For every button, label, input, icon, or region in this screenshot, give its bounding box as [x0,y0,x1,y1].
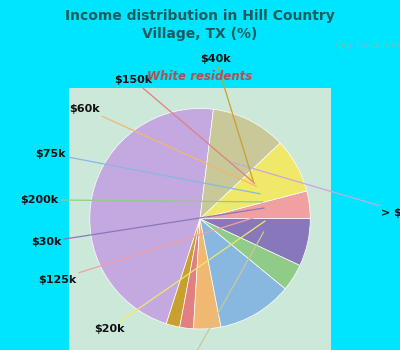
Text: Income distribution in Hill Country
Village, TX (%): Income distribution in Hill Country Vill… [65,9,335,41]
Wedge shape [90,108,214,324]
Text: $60k: $60k [70,104,256,186]
Text: $125k: $125k [38,214,265,285]
Text: $20k: $20k [94,221,265,334]
Wedge shape [200,143,307,219]
Wedge shape [200,109,280,219]
Text: White residents: White residents [147,70,253,83]
Text: $200k: $200k [20,195,263,205]
Wedge shape [194,219,221,329]
Wedge shape [180,219,200,329]
Text: > $200k: > $200k [233,163,400,218]
Wedge shape [200,219,285,327]
Text: $100k: $100k [172,232,264,350]
Text: City-Data.com: City-Data.com [336,41,400,50]
Text: $30k: $30k [31,208,264,247]
Wedge shape [200,219,300,289]
Wedge shape [166,219,200,327]
Text: $75k: $75k [35,149,260,194]
Wedge shape [200,218,310,265]
Text: $150k: $150k [115,75,254,183]
Wedge shape [200,191,310,219]
Text: $40k: $40k [200,54,253,181]
